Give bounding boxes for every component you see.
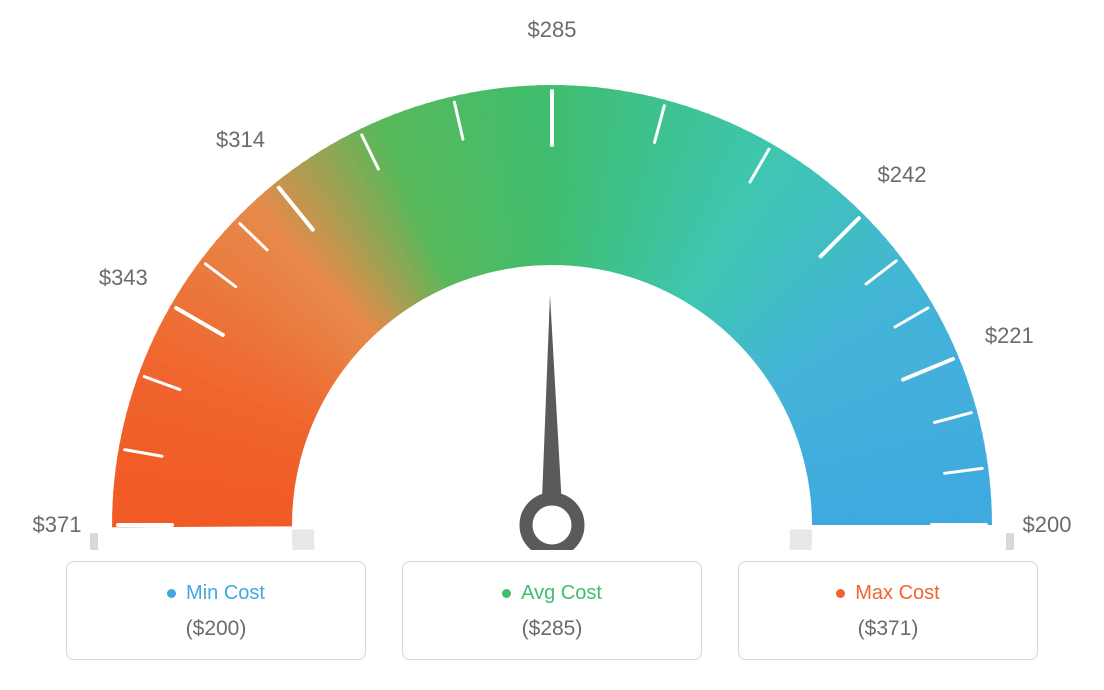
legend-card-avg: Avg Cost ($285): [402, 561, 702, 660]
legend-label-avg: Avg Cost: [521, 582, 602, 605]
legend-value-max: ($371): [749, 617, 1027, 641]
gauge-svg: [52, 30, 1052, 550]
legend-label-max: Max Cost: [855, 582, 939, 605]
gauge-tick-label: $221: [985, 323, 1034, 349]
legend-label-min: Min Cost: [186, 582, 265, 605]
legend-row: Min Cost ($200) Avg Cost ($285) Max Cost…: [66, 561, 1038, 660]
gauge-tick-label: $200: [1023, 512, 1072, 538]
gauge-tick-label: $371: [33, 512, 82, 538]
legend-card-min: Min Cost ($200): [66, 561, 366, 660]
legend-dot-max: [836, 589, 845, 598]
legend-value-avg: ($285): [413, 617, 691, 641]
legend-dot-min: [167, 589, 176, 598]
gauge-tick-label: $314: [216, 127, 265, 153]
gauge-tick-label: $242: [878, 162, 927, 188]
legend-value-min: ($200): [77, 617, 355, 641]
legend-card-max: Max Cost ($371): [738, 561, 1038, 660]
gauge-chart: $200$221$242$285$314$343$371: [52, 30, 1052, 550]
gauge-tick-label: $285: [528, 17, 577, 43]
legend-dot-avg: [502, 589, 511, 598]
gauge-tick-label: $343: [99, 265, 148, 291]
